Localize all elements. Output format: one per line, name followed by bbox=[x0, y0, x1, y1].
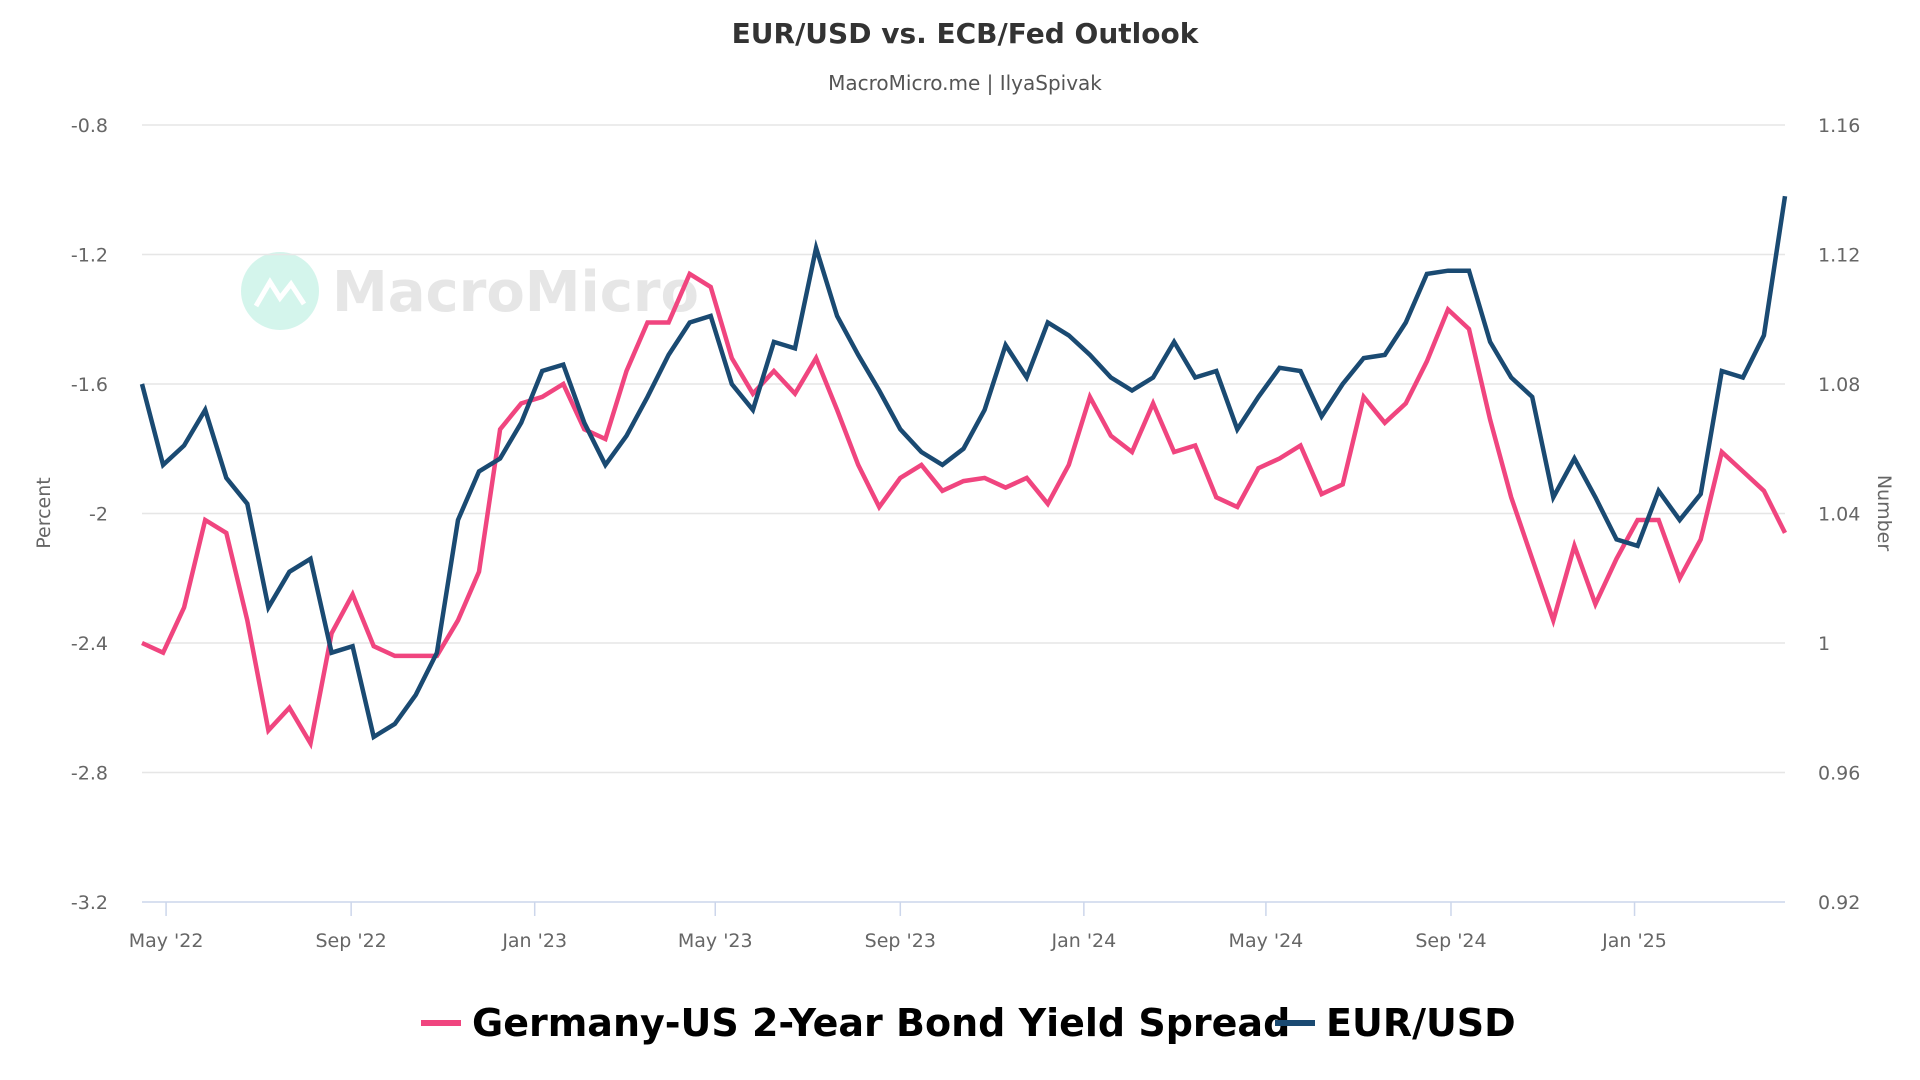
chart-title: EUR/USD vs. ECB/Fed Outlook bbox=[732, 17, 1200, 50]
logo-mark bbox=[253, 277, 307, 308]
y-left-tick-label: -3.2 bbox=[71, 892, 108, 914]
y-left-tick-label: -1.6 bbox=[71, 374, 108, 396]
y-right-tick-label: 0.92 bbox=[1818, 892, 1860, 914]
x-tick-label: Jan '25 bbox=[1601, 930, 1667, 952]
y-right-tick-label: 1 bbox=[1818, 633, 1830, 655]
gridlines bbox=[142, 124, 1785, 903]
series-line-eurusd[interactable] bbox=[139, 195, 1788, 741]
watermark-text: MacroMicro bbox=[332, 260, 699, 325]
y-right-tick-label: 0.96 bbox=[1818, 763, 1860, 785]
x-tick-label: May '22 bbox=[129, 930, 204, 952]
y-right-tick-label: 1.16 bbox=[1818, 115, 1860, 137]
legend-label-eurusd: EUR/USD bbox=[1326, 1001, 1516, 1045]
y-left-tick-label: -2.8 bbox=[71, 763, 108, 785]
y-axis-right-label: Number bbox=[1873, 475, 1895, 552]
chart-subtitle: MacroMicro.me | IlyaSpivak bbox=[828, 71, 1102, 95]
x-tick-label: Sep '22 bbox=[316, 930, 387, 952]
y-left-tick-label: -2 bbox=[89, 504, 108, 526]
y-left-tick-label: -1.2 bbox=[71, 245, 108, 267]
x-tick-label: Jan '23 bbox=[501, 930, 567, 952]
legend-label-spread: Germany-US 2-Year Bond Yield Spread bbox=[472, 1001, 1290, 1045]
y-right-tick-label: 1.08 bbox=[1818, 374, 1860, 396]
x-tick-label: May '24 bbox=[1229, 930, 1304, 952]
y-axis-left-label: Percent bbox=[33, 477, 55, 549]
series-lines bbox=[139, 195, 1788, 750]
x-tick-label: May '23 bbox=[678, 930, 753, 952]
y-axis-left: -0.8 -1.2 -1.6 -2 -2.4 -2.8 -3.2 bbox=[71, 115, 108, 914]
y-right-tick-label: 1.04 bbox=[1818, 504, 1860, 526]
x-tick-label: Sep '24 bbox=[1415, 930, 1486, 952]
macromicro-logo-icon bbox=[241, 252, 319, 330]
y-left-tick-label: -2.4 bbox=[71, 633, 108, 655]
series-line-spread[interactable] bbox=[141, 270, 1788, 750]
x-tick-label: Jan '24 bbox=[1050, 930, 1116, 952]
legend-item-eurusd[interactable]: EUR/USD bbox=[1275, 1001, 1516, 1045]
x-tick-label: Sep '23 bbox=[865, 930, 936, 952]
y-left-tick-label: -0.8 bbox=[71, 115, 108, 137]
watermark: MacroMicro bbox=[241, 252, 699, 330]
y-axis-right: 1.16 1.12 1.08 1.04 1 0.96 0.92 bbox=[1818, 115, 1860, 914]
x-axis: May '22 Sep '22 Jan '23 May '23 Sep '23 Jan '… bbox=[129, 902, 1667, 952]
legend: Germany-US 2-Year Bond Yield Spread EUR/… bbox=[421, 1001, 1516, 1045]
y-right-tick-label: 1.12 bbox=[1818, 245, 1860, 267]
legend-item-spread[interactable]: Germany-US 2-Year Bond Yield Spread bbox=[421, 1001, 1290, 1045]
